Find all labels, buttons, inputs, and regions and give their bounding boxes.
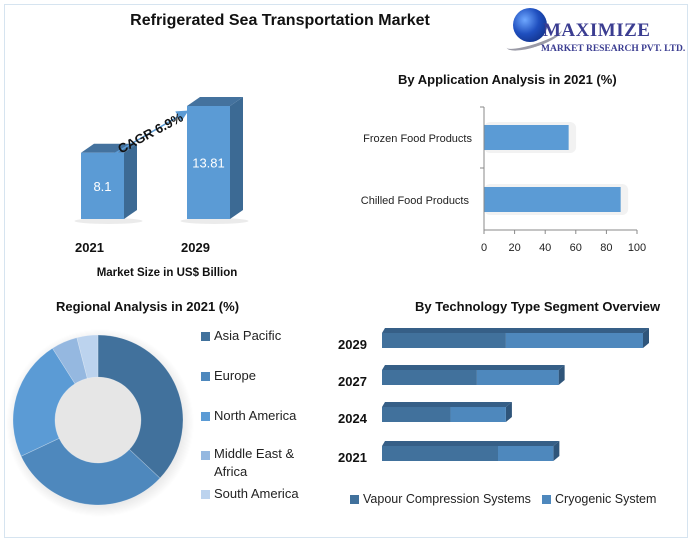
tech-bar-side-2021 [553, 441, 560, 461]
legend-label: South America [214, 486, 299, 501]
market-x-label-2029: 2029 [181, 240, 210, 255]
market-bar-top-2021 [81, 143, 137, 153]
legend-swatch [201, 372, 210, 381]
tech-bar-side-2024 [505, 402, 512, 422]
donut-slice-europe [20, 437, 161, 506]
infographic-frame [4, 4, 688, 538]
tech-bar-2027-vapour [382, 370, 477, 385]
x-tick-label-40: 40 [539, 242, 551, 254]
application-category-chilled: Chilled Food Products [361, 195, 470, 207]
legend-item-north-america: North America [201, 408, 296, 423]
tech-y-label-2021: 2021 [338, 450, 367, 465]
legend-label-continued: Africa [214, 464, 248, 479]
tech-bar-side-2029 [643, 328, 649, 348]
market-x-label-2021: 2021 [75, 240, 104, 255]
tech-bar-top-2024 [382, 402, 512, 407]
legend-swatch [350, 494, 359, 504]
market-value-label-2021: 8.1 [93, 179, 111, 194]
x-tick-label-80: 80 [600, 242, 612, 254]
cagr-arrow-icon [111, 110, 189, 156]
x-tick-label-20: 20 [508, 242, 520, 254]
tech-bar-2029-vapour [382, 333, 506, 348]
market-bar-2029 [187, 106, 230, 219]
company-logo: MAXIMIZE MARKET RESEARCH PVT. LTD. [503, 6, 690, 58]
legend-swatch [201, 332, 210, 341]
tech-bar-2021-vapour [382, 446, 498, 461]
logo-subtitle: MARKET RESEARCH PVT. LTD. [541, 44, 686, 54]
tech-y-label-2027: 2027 [338, 374, 367, 389]
market-bar-2021 [81, 152, 124, 219]
legend-item-europe: Europe [201, 368, 256, 383]
tech-bar-top-2021 [382, 441, 560, 446]
legend-label: Europe [214, 368, 256, 383]
legend-item-cryogenic: Cryogenic System [542, 492, 656, 506]
market-bar-side-2021 [124, 143, 137, 219]
x-tick-label-100: 100 [628, 242, 646, 254]
tech-bar-2029-cryogenic [505, 333, 643, 348]
technology-chart-title: By Technology Type Segment Overview [415, 299, 661, 314]
donut-slice-middle-east-africa [52, 337, 88, 385]
bar-shadow [74, 218, 143, 224]
donut-slice-north-america [12, 347, 76, 457]
application-bar-1 [484, 187, 621, 212]
market-value-label-2029: 13.81 [192, 156, 225, 171]
x-tick-label-60: 60 [570, 242, 582, 254]
globe-icon [513, 8, 547, 42]
donut-slice-south-america [76, 334, 99, 379]
legend-swatch [201, 451, 210, 460]
legend-label: Cryogenic System [555, 492, 657, 506]
regional-chart-title: Regional Analysis in 2021 (%) [56, 299, 240, 314]
legend-swatch [201, 412, 210, 421]
legend-item-south-america: South America [201, 486, 299, 501]
tech-bar-top-2027 [382, 365, 565, 370]
tech-bar-2024-cryogenic [450, 407, 506, 422]
tech-bar-2021-cryogenic [498, 446, 554, 461]
tech-bar-2027-cryogenic [476, 370, 559, 385]
tech-bar-top-2029 [382, 328, 649, 333]
application-category-frozen: Frozen Food Products [363, 133, 472, 145]
legend-label: North America [214, 408, 297, 423]
application-bar-0 [484, 125, 569, 150]
tech-bar-side-2027 [558, 365, 565, 385]
page-title: Refrigerated Sea Transportation Market [130, 12, 430, 29]
market-bar-side-2029 [230, 97, 243, 219]
bar-shadow [180, 218, 249, 224]
legend-item-vapour-compression: Vapour Compression Systems [350, 492, 531, 506]
market-bar-top-2029 [187, 97, 243, 106]
legend-label: Middle East & [214, 446, 295, 461]
legend-label: Asia Pacific [214, 328, 282, 343]
legend-swatch [201, 490, 210, 499]
logo-name: MAXIMIZE [543, 20, 651, 41]
legend-swatch [542, 494, 551, 504]
market-axis-label: Market Size in US$ Billion [97, 267, 238, 279]
legend-label: Vapour Compression Systems [363, 492, 531, 506]
legend-item-middle-east-africa: Middle East & Africa [201, 446, 295, 481]
x-tick-label-0: 0 [481, 242, 487, 254]
tech-bar-2024-vapour [382, 407, 451, 422]
application-chart-title: By Application Analysis in 2021 (%) [398, 72, 617, 87]
legend-item-asia-pacific: Asia Pacific [201, 328, 281, 343]
donut-slice-asia-pacific [97, 334, 184, 479]
tech-y-label-2029: 2029 [338, 337, 367, 352]
tech-y-label-2024: 2024 [338, 411, 368, 426]
